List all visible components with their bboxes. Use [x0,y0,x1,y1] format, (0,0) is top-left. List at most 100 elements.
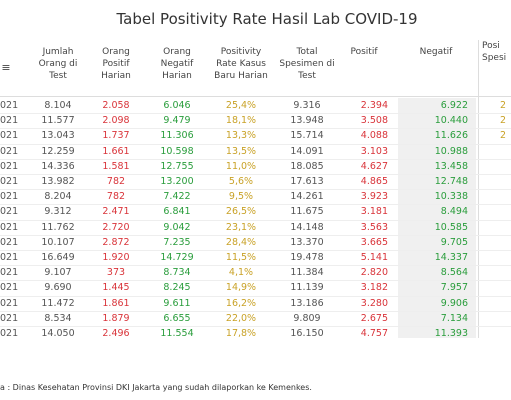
cell: 021 [0,221,19,233]
filter-icon: ≡ [1,61,11,74]
cell: 11.306 [160,130,194,142]
cell: 7.235 [163,236,191,248]
cell: 3.508 [360,115,388,127]
row-rule [0,143,511,145]
cell: 18.085 [290,160,324,172]
cell: 021 [0,176,19,187]
column-header: Positif [350,47,378,57]
cell: 021 [0,115,19,127]
cell: 8.104 [44,100,72,111]
cell: 5.141 [360,252,388,263]
cell: 021 [0,267,19,279]
cell: 13.982 [41,176,75,187]
cell: 7.134 [440,312,468,324]
cell: 12.259 [41,145,75,157]
cell: 26,5% [225,206,257,218]
cell: 13.370 [290,236,324,248]
cell: 9.611 [163,297,191,309]
cell: 7.957 [440,282,468,294]
cell: 2 [500,130,507,142]
cell: 10.585 [434,221,468,233]
cell: 021 [0,282,19,294]
column-header: Total Spesimen di Test [279,47,335,81]
cell: 4,1% [228,267,254,279]
cell: 2.098 [102,115,130,127]
cell: 1.661 [102,145,130,157]
cell: 13.948 [290,115,324,127]
cell: 19.478 [290,252,324,263]
row-rule [0,113,511,115]
cell: 14.336 [41,160,75,172]
cell: 25,4% [225,100,257,111]
cell: 1.879 [102,312,130,324]
row-rule [0,174,511,175]
cell: 2.394 [360,100,388,111]
cell: 2.872 [102,236,130,248]
cell: 6.841 [163,206,191,218]
cell: 021 [0,252,19,263]
cell: 021 [0,100,19,111]
row-rule [0,265,511,267]
cell: 8.564 [440,267,468,279]
cell: 1.737 [102,130,130,142]
cell: 3.181 [360,206,388,218]
cell: 6.922 [440,100,468,111]
row-rule [0,204,511,206]
cell: 11.139 [290,282,324,294]
cell: 2.820 [360,267,388,279]
header-rule [0,96,511,97]
cell: 6.046 [163,100,191,111]
cell: 10.107 [41,236,75,248]
cell: 021 [0,145,19,157]
cell: 9.107 [44,267,72,279]
cell: 14,9% [225,282,257,294]
cell: 021 [0,297,19,309]
cell: 11.626 [434,130,468,142]
cell: 782 [106,176,126,187]
column-header: Positivity Rate Kasus Baru Harian [214,47,268,81]
cell: 1.445 [102,282,130,294]
cell: 2.471 [102,206,130,218]
cell: 15.714 [290,130,324,142]
row-rule [0,219,511,221]
row-rule [0,295,511,297]
cell: 6.655 [163,312,191,324]
cell: 13.186 [290,297,324,309]
cell: 5,6% [228,176,254,187]
negatif-bg [398,98,476,338]
cell: 9.042 [163,221,191,233]
cell: 3.103 [360,145,388,157]
cell: 13.200 [160,176,194,187]
cell: 13,5% [225,145,257,157]
cell: 11.472 [41,297,75,309]
cell: 1.861 [102,297,130,309]
cell: 8.245 [163,282,191,294]
cell: 14.729 [160,252,194,263]
row-rule [0,326,511,327]
cell: 7.422 [163,191,191,203]
row-rule [0,280,511,282]
cell: 3.280 [360,297,388,309]
column-header: Posi Spesi [482,41,507,63]
cell: 3.182 [360,282,388,294]
cell: 3.923 [360,191,388,203]
cell: 2 [500,115,507,127]
cell: 14.091 [290,145,324,157]
cell: 8.204 [44,191,72,203]
cell: 021 [0,160,19,172]
row-rule [0,158,511,160]
cell: 4.865 [360,176,388,187]
cell: 11.762 [41,221,75,233]
cell: 28,4% [225,236,257,248]
cell: 8.494 [440,206,468,218]
cell: 2.058 [102,100,130,111]
cell: 12.755 [160,160,194,172]
cell: 10.988 [434,145,468,157]
cell: 11.675 [290,206,324,218]
cell: 14.261 [290,191,324,203]
row-rule [0,128,511,130]
row-rule [0,310,511,312]
cell: 18,1% [225,115,257,127]
cell: 4.757 [360,328,388,338]
